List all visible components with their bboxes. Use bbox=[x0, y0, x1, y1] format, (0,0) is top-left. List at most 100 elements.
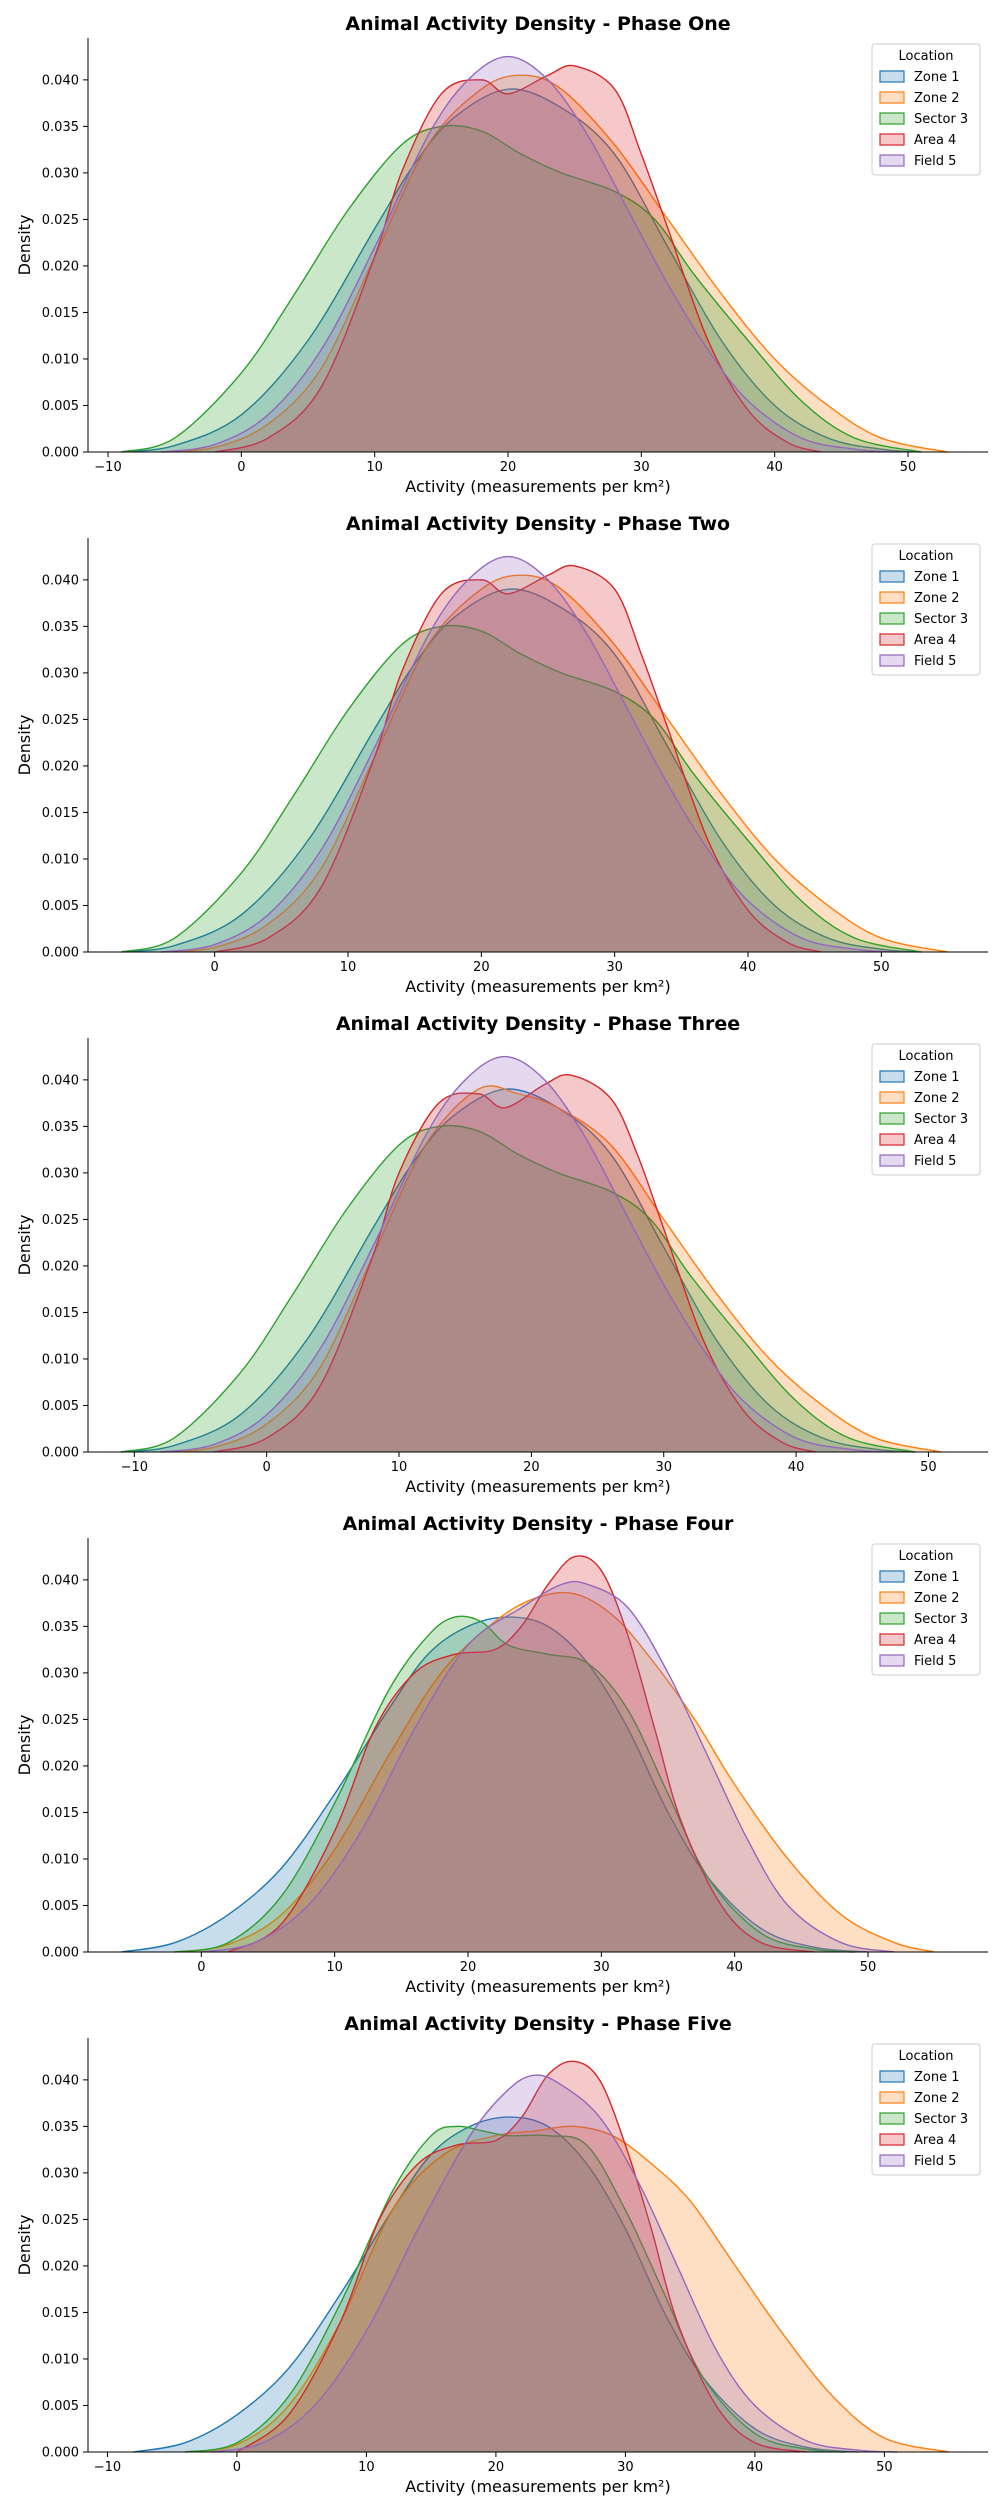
legend-swatch-sector-3 bbox=[879, 1612, 905, 1625]
x-tick-label: 30 bbox=[593, 1960, 610, 1975]
y-tick-label: 0.030 bbox=[42, 1166, 79, 1181]
y-tick-label: 0.020 bbox=[42, 259, 79, 274]
y-tick-label: 0.015 bbox=[42, 306, 79, 321]
y-tick-label: 0.040 bbox=[42, 573, 79, 588]
legend-label-zone-2: Zone 2 bbox=[914, 2091, 960, 2106]
legend-swatch-zone-2 bbox=[879, 1091, 905, 1104]
density-area-sector-3 bbox=[121, 625, 922, 952]
x-tick-label: 0 bbox=[233, 2460, 241, 2475]
x-tick-label: 40 bbox=[726, 1960, 743, 1975]
x-tick-label: 10 bbox=[358, 2460, 375, 2475]
legend-label-zone-2: Zone 2 bbox=[914, 1591, 960, 1606]
chart-svg: Animal Activity Density - Phase Three −10… bbox=[15, 1013, 988, 1496]
x-axis-label: Activity (measurements per km²) bbox=[405, 1477, 670, 1496]
y-tick-label: 0.015 bbox=[42, 1806, 79, 1821]
density-area-area-4 bbox=[214, 65, 822, 453]
density-line-field-5 bbox=[160, 1055, 889, 1453]
legend-label-sector-3: Sector 3 bbox=[914, 1612, 968, 1627]
legend-swatch-sector-3 bbox=[879, 2112, 905, 2125]
legend-swatch-field-5 bbox=[879, 654, 905, 667]
density-area-zone-2 bbox=[160, 1085, 942, 1452]
x-tick-label: −10 bbox=[94, 460, 121, 475]
density-line-field-5 bbox=[201, 1580, 895, 1953]
y-axis-label: Density bbox=[15, 715, 34, 776]
x-tick-label: 30 bbox=[633, 460, 650, 475]
legend-swatch-zone-2 bbox=[879, 1591, 905, 1604]
density-line-zone-2 bbox=[161, 74, 949, 453]
density-area-zone-2 bbox=[185, 2126, 950, 2452]
y-tick-label: 0.010 bbox=[42, 2352, 79, 2367]
x-tick-label: 30 bbox=[606, 960, 623, 975]
legend-swatch-zone-1 bbox=[879, 1570, 905, 1583]
legend-label-zone-1: Zone 1 bbox=[914, 1570, 960, 1585]
x-axis-label: Activity (measurements per km²) bbox=[405, 477, 670, 496]
density-line-sector-3 bbox=[174, 1615, 855, 1953]
legend-swatch-field-5 bbox=[879, 1654, 905, 1667]
density-line-area-4 bbox=[227, 1555, 815, 1953]
legend-label-sector-3: Sector 3 bbox=[914, 2112, 968, 2127]
density-area-sector-3 bbox=[121, 1125, 916, 1452]
y-tick-label: 0.025 bbox=[42, 1213, 79, 1228]
y-tick-label: 0.000 bbox=[42, 2446, 79, 2461]
legend-box bbox=[871, 1043, 981, 1176]
y-tick-label: 0.005 bbox=[42, 2399, 79, 2414]
y-tick-label: 0.010 bbox=[42, 1352, 79, 1367]
x-tick-label: 50 bbox=[876, 2460, 893, 2475]
density-area-area-4 bbox=[213, 1074, 816, 1452]
chart-svg: Animal Activity Density - Phase One −10 0 1… bbox=[15, 13, 988, 496]
density-area-field-5 bbox=[211, 2075, 898, 2452]
x-tick-label: 40 bbox=[766, 460, 783, 475]
legend-label-area-4: Area 4 bbox=[914, 1633, 956, 1648]
legend-label-field-5: Field 5 bbox=[914, 1654, 956, 1669]
legend-label-area-4: Area 4 bbox=[914, 1133, 956, 1148]
legend-box bbox=[871, 543, 981, 676]
legend-label-zone-1: Zone 1 bbox=[914, 70, 960, 85]
x-tick-label: 10 bbox=[326, 1960, 343, 1975]
chart-svg: Animal Activity Density - Phase Two 0 10 20… bbox=[15, 513, 988, 996]
density-line-zone-1 bbox=[133, 2116, 859, 2453]
density-area-area-4 bbox=[236, 2061, 807, 2452]
y-tick-label: 0.020 bbox=[42, 759, 79, 774]
x-tick-label: 10 bbox=[366, 460, 383, 475]
density-area-zone-2 bbox=[174, 1592, 935, 1952]
density-area-field-5 bbox=[201, 1581, 895, 1952]
density-line-sector-3 bbox=[121, 624, 922, 953]
y-tick-label: 0.035 bbox=[42, 1620, 79, 1635]
y-tick-label: 0.000 bbox=[42, 946, 79, 961]
chart-title: Animal Activity Density - Phase One bbox=[345, 13, 730, 35]
density-area-area-4 bbox=[228, 1555, 815, 1952]
y-tick-label: 0.005 bbox=[42, 1899, 79, 1914]
y-tick-label: 0.030 bbox=[42, 2166, 79, 2181]
y-tick-label: 0.010 bbox=[42, 352, 79, 367]
chart-title: Animal Activity Density - Phase Five bbox=[344, 2013, 731, 2035]
density-line-zone-2 bbox=[161, 574, 949, 953]
density-area-field-5 bbox=[160, 1056, 889, 1452]
legend-title: Location bbox=[899, 1549, 954, 1564]
y-tick-label: 0.020 bbox=[42, 1259, 79, 1274]
y-tick-label: 0.040 bbox=[42, 2073, 79, 2088]
y-tick-label: 0.030 bbox=[42, 166, 79, 181]
density-line-sector-3 bbox=[120, 1124, 916, 1453]
density-area-zone-1 bbox=[121, 89, 922, 453]
legend-swatch-zone-2 bbox=[879, 591, 905, 604]
y-tick-label: 0.040 bbox=[42, 73, 79, 88]
legend-swatch-field-5 bbox=[879, 2154, 905, 2167]
series-group bbox=[133, 2060, 950, 2453]
x-tick-label: −10 bbox=[94, 2460, 121, 2475]
density-line-zone-2 bbox=[160, 1085, 942, 1453]
density-area-sector-3 bbox=[174, 1616, 855, 1952]
legend-swatch-zone-1 bbox=[879, 1070, 905, 1083]
legend-label-zone-1: Zone 1 bbox=[914, 570, 960, 585]
density-line-field-5 bbox=[161, 55, 895, 453]
density-area-zone-1 bbox=[121, 1617, 868, 1952]
density-line-area-4 bbox=[236, 2060, 807, 2453]
series-group bbox=[121, 1555, 935, 1953]
x-tick-label: 30 bbox=[617, 2460, 634, 2475]
legend-label-area-4: Area 4 bbox=[914, 133, 956, 148]
x-tick-label: 20 bbox=[473, 960, 490, 975]
legend-label-field-5: Field 5 bbox=[914, 654, 956, 669]
x-tick-label: 40 bbox=[788, 1460, 805, 1475]
legend-label-field-5: Field 5 bbox=[914, 1154, 956, 1169]
chart-svg: Animal Activity Density - Phase Four 0 10 2… bbox=[15, 1513, 988, 1996]
legend-title: Location bbox=[899, 1049, 954, 1064]
